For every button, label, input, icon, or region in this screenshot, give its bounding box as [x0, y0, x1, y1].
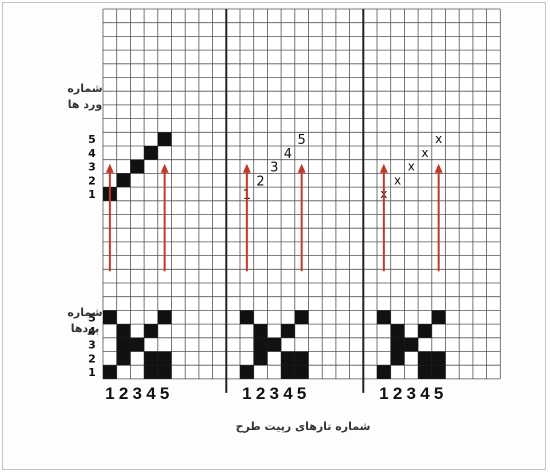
figure-frame: 1234512345123451234512345xxxxx12345 شمار…: [2, 2, 546, 470]
weave-filled-cell: [116, 337, 131, 352]
weave-filled-cell: [294, 351, 309, 366]
warp-number: 1: [379, 384, 388, 403]
weft-numbers-label: شماره پودها: [63, 305, 107, 337]
warp-number: 3: [270, 384, 279, 403]
lift-arrow-head: [297, 163, 306, 173]
warp-number: 2: [393, 384, 402, 403]
weave-diagram: 1234512345123451234512345xxxxx12345: [88, 8, 501, 403]
weave-filled-cell: [253, 351, 268, 366]
warp-number: 2: [119, 384, 128, 403]
pick-label-line-2: ورد ها: [67, 98, 103, 111]
lift-arrow-head: [379, 163, 388, 173]
weave-filled-cell: [431, 365, 446, 379]
weft-label-line-2: پودها: [70, 322, 100, 335]
weave-filled-cell: [157, 365, 172, 379]
lift-arrow-head: [434, 163, 443, 173]
pick-label-line-1: شماره: [67, 82, 103, 95]
warp-number: 4: [146, 384, 156, 403]
warp-repeat-caption: شماره تارهای رپیت طرح: [235, 420, 371, 433]
weave-filled-cell: [240, 310, 254, 325]
warp-number: 1: [242, 384, 251, 403]
pick-order-digit: 4: [284, 147, 292, 162]
weft-number: 1: [88, 366, 96, 379]
weave-filled-cell: [144, 324, 158, 338]
weave-filled-cell: [253, 324, 268, 338]
weave-filled-cell: [267, 337, 282, 352]
weave-filled-cell: [281, 324, 295, 338]
weave-filled-cell: [418, 324, 432, 338]
weave-filled-cell: [144, 351, 158, 366]
weave-filled-cell: [377, 365, 391, 379]
weft-label-line-1: شماره: [67, 306, 103, 319]
warp-number: 1: [105, 384, 114, 403]
warp-number: 5: [160, 384, 169, 403]
pick-filled-cell: [157, 132, 172, 146]
weave-filled-cell: [240, 365, 254, 379]
weave-filled-cell: [418, 351, 432, 366]
weft-number: 5: [88, 311, 96, 324]
weave-filled-cell: [294, 365, 309, 379]
weave-filled-cell: [390, 337, 405, 352]
weft-number: 2: [88, 352, 96, 365]
weave-filled-cell: [130, 337, 145, 352]
pick-cross-mark: x: [435, 132, 442, 146]
pick-number: 1: [88, 188, 96, 201]
weave-filled-cell: [157, 351, 172, 366]
lift-arrow-head: [105, 163, 114, 173]
weave-filled-cell: [116, 351, 131, 366]
weave-filled-cell: [253, 337, 268, 352]
weave-filled-cell: [431, 310, 446, 325]
weave-filled-cell: [144, 365, 158, 379]
weave-filled-cell: [103, 310, 117, 325]
pick-filled-cell: [130, 159, 145, 174]
pick-filled-cell: [144, 146, 158, 160]
weave-filled-cell: [116, 324, 131, 338]
weave-filled-cell: [157, 310, 172, 325]
weave-filled-cell: [390, 351, 405, 366]
pick-number: 5: [88, 133, 96, 146]
weave-filled-cell: [390, 324, 405, 338]
weave-filled-cell: [103, 365, 117, 379]
weft-number: 3: [88, 339, 96, 352]
pick-numbers-label: شماره ورد ها: [63, 81, 107, 113]
weave-filled-cell: [294, 310, 309, 325]
pick-order-digit: 2: [256, 174, 264, 189]
weave-filled-cell: [404, 337, 419, 352]
pick-order-digit: 5: [298, 133, 306, 148]
warp-number: 3: [407, 384, 416, 403]
warp-number: 4: [420, 384, 430, 403]
pick-number: 4: [88, 147, 96, 160]
warp-number: 5: [297, 384, 306, 403]
pick-filled-cell: [116, 173, 131, 188]
weave-filled-cell: [281, 351, 295, 366]
weave-filled-cell: [431, 351, 446, 366]
pick-cross-mark: x: [421, 146, 428, 160]
warp-number: 3: [133, 384, 142, 403]
pick-order-digit: 3: [270, 161, 278, 176]
weave-filled-cell: [377, 310, 391, 325]
lift-arrow-head: [242, 163, 251, 173]
pick-number: 2: [88, 174, 96, 187]
warp-number: 5: [434, 384, 443, 403]
lift-arrow-head: [160, 163, 169, 173]
pick-cross-mark: x: [408, 160, 415, 174]
weft-number: 4: [88, 325, 96, 338]
weave-filled-cell: [281, 365, 295, 379]
pick-cross-mark: x: [394, 173, 401, 187]
warp-number: 4: [283, 384, 293, 403]
pick-number: 3: [88, 161, 96, 174]
warp-number: 2: [256, 384, 265, 403]
weave-filled-cell: [418, 365, 432, 379]
